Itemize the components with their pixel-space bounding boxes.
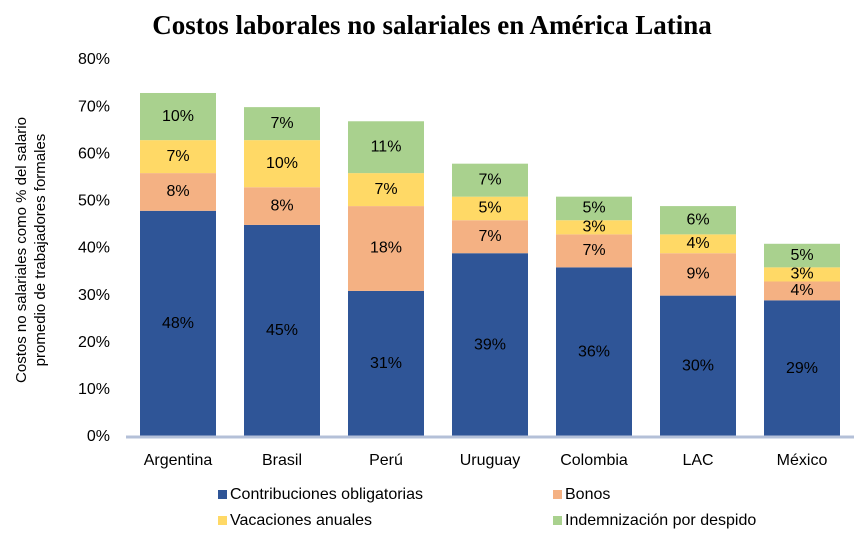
bar-segment [140,92,216,141]
x-tick-label: México [777,452,828,469]
data-label: 4% [686,235,709,252]
data-label: 7% [478,171,501,188]
bar-segment [348,173,424,207]
y-tick-label: 20% [78,334,110,351]
bar-segment [244,107,320,141]
data-label: 7% [374,181,397,198]
bar-segment [452,196,528,221]
data-label: 8% [270,197,293,214]
data-label: 39% [474,336,506,353]
data-label: 29% [786,360,818,377]
bar-segment [244,140,320,188]
bar-segment [140,173,216,211]
data-label: 36% [578,343,610,360]
y-axis-label-line: promedio de trabajadores formales [32,134,49,367]
bar-segment [452,253,528,437]
data-label: 31% [370,355,402,372]
y-tick-label: 0% [87,428,110,445]
bar-segment [764,300,840,437]
data-label: 7% [166,148,189,165]
bar-segment [452,163,528,197]
bar-segment [660,253,736,296]
legend-swatch [218,490,227,499]
data-label: 30% [682,358,714,375]
chart-title: Costos laborales no salariales en Améric… [152,10,712,40]
y-tick-label: 10% [78,381,110,398]
y-axis-label: Costos no salariales como % del salario … [13,117,49,383]
data-label: 7% [270,115,293,132]
data-label: 48% [162,315,194,332]
data-label: 3% [790,266,813,283]
data-label: 5% [582,200,605,217]
bar-segment [140,140,216,174]
bar-segment [556,267,632,437]
data-label: 11% [371,138,402,155]
bar-segment [764,281,840,301]
y-tick-label: 40% [78,240,110,257]
bar-segment [140,210,216,437]
x-tick-label: Argentina [144,452,213,469]
data-label: 7% [582,242,605,259]
data-label: 18% [370,240,402,257]
data-label: 8% [166,183,189,200]
bar-segment [556,220,632,235]
bar-segment [660,206,736,235]
y-tick-label: 30% [78,287,110,304]
data-label: 5% [478,200,501,217]
bar-segment [556,196,632,221]
x-tick-label: Colombia [560,452,628,469]
legend-label: Contribuciones obligatorias [230,486,423,503]
y-tick-label: 80% [78,51,110,68]
data-label: 10% [162,108,194,125]
data-label: 6% [686,211,709,228]
data-label: 5% [790,247,813,264]
bar-segment [556,234,632,268]
data-label: 10% [266,155,298,172]
x-tick-label: Perú [369,452,403,469]
bar-segment [348,290,424,437]
bar-segment [660,234,736,254]
bar-segment [764,243,840,268]
bar-segment [764,267,840,282]
y-axis-label-line: Costos no salariales como % del salario [13,117,30,383]
legend-label: Indemnización por despido [565,512,756,529]
bar-segment [244,187,320,225]
legend-label: Bonos [565,486,610,503]
y-tick-label: 70% [78,98,110,115]
bar-segment [348,206,424,291]
legend-label: Vacaciones anuales [230,512,372,529]
bar-segment [244,224,320,437]
data-label: 45% [266,322,298,339]
bar-segment [660,295,736,437]
legend-swatch [553,516,562,525]
data-label: 9% [686,266,709,283]
y-tick-label: 50% [78,193,110,210]
data-label: 7% [478,228,501,245]
x-tick-label: LAC [682,452,713,469]
legend-swatch [218,516,227,525]
x-tick-label: Uruguay [460,452,520,469]
data-label: 4% [790,282,813,299]
y-tick-label: 60% [78,145,110,162]
data-label: 3% [582,219,605,236]
legend-swatch [553,490,562,499]
bar-segment [348,121,424,174]
x-tick-label: Brasil [262,452,302,469]
bar-segment [452,220,528,254]
